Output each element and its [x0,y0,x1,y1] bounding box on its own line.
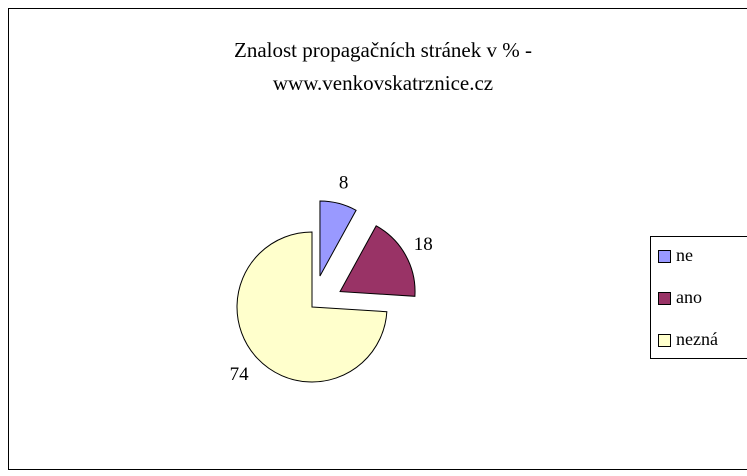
data-label: 18 [414,234,433,255]
chart-title: www.venkovskatrznice.cz [273,71,493,95]
legend-swatch [658,250,671,263]
legend-swatch [658,334,671,347]
legend-label: nezná [676,329,718,349]
pie-slice [319,200,357,277]
chart-title: Znalost propagačních stránek v % - [234,38,532,62]
legend-label: ano [676,287,702,307]
legend-label: ne [676,245,693,265]
pie-slice [236,231,388,383]
data-label: 8 [339,172,349,193]
pie-slice [339,225,416,297]
data-label: 74 [230,364,250,385]
legend-swatch [658,292,671,305]
